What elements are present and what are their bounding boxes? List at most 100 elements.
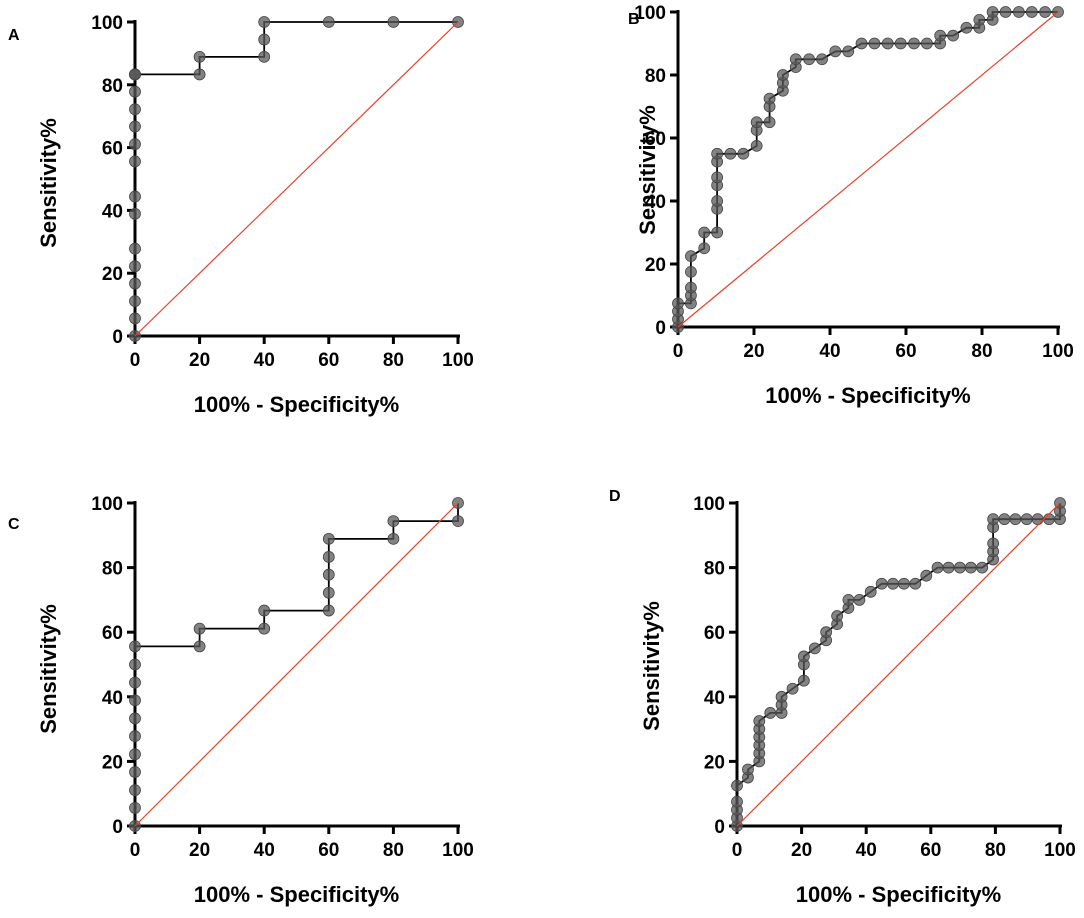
roc-data-point bbox=[258, 33, 271, 46]
roc-data-point bbox=[998, 513, 1011, 526]
y-tick-label: 20 bbox=[102, 264, 123, 285]
roc-data-point bbox=[764, 707, 777, 719]
y-tick-label: 20 bbox=[704, 752, 725, 773]
roc-data-point bbox=[387, 532, 400, 545]
roc-data-point bbox=[322, 16, 335, 28]
roc-data-point bbox=[1020, 513, 1033, 526]
roc-data-point bbox=[853, 593, 866, 606]
roc-data-point bbox=[258, 16, 271, 28]
roc-data-point bbox=[934, 29, 947, 42]
roc-data-point bbox=[920, 569, 933, 582]
roc-data-point bbox=[920, 37, 933, 50]
roc-data-point bbox=[908, 37, 920, 50]
roc-data-point bbox=[875, 577, 888, 590]
x-tick-label: 60 bbox=[318, 840, 339, 861]
y-tick-label: 80 bbox=[102, 559, 123, 580]
reference-diagonal-line bbox=[736, 502, 1061, 827]
y-tick-label: 40 bbox=[704, 688, 725, 709]
roc-data-point bbox=[898, 577, 910, 590]
roc-data-point bbox=[987, 513, 1000, 526]
roc-data-point bbox=[753, 715, 766, 727]
roc-data-point bbox=[931, 561, 944, 574]
x-tick-label: 60 bbox=[920, 840, 941, 861]
roc-panel-c: C 0 20 40 60 80 100 0 20 40 60 80 100 100% - Specific… bbox=[0, 459, 542, 918]
x-tick-label: 80 bbox=[383, 840, 404, 861]
roc-data-point bbox=[129, 694, 141, 707]
x-tick-label: 20 bbox=[791, 840, 812, 861]
x-tick-label: 80 bbox=[383, 350, 404, 371]
panel-letter: D bbox=[609, 488, 621, 505]
y-tick-label: 20 bbox=[102, 752, 123, 773]
panel-letter: A bbox=[8, 27, 20, 44]
roc-data-point bbox=[842, 593, 855, 606]
roc-data-point bbox=[129, 260, 141, 273]
roc-data-point bbox=[129, 748, 141, 761]
y-tick-label: 60 bbox=[102, 139, 123, 160]
panel-letter: C bbox=[8, 516, 20, 533]
reference-diagonal-line bbox=[134, 21, 459, 337]
reference-diagonal-line bbox=[677, 11, 1059, 328]
x-tick-label: 0 bbox=[673, 341, 684, 362]
roc-data-point bbox=[1025, 6, 1038, 18]
x-tick-label: 40 bbox=[254, 350, 275, 371]
y-tick-label: 80 bbox=[102, 76, 123, 97]
roc-data-point bbox=[808, 642, 821, 655]
roc-data-point bbox=[129, 802, 141, 814]
y-tick-label: 40 bbox=[102, 201, 123, 222]
y-tick-label: 80 bbox=[645, 66, 666, 87]
roc-data-point bbox=[789, 53, 802, 66]
roc-data-point bbox=[193, 50, 206, 63]
roc-data-point bbox=[1009, 513, 1022, 526]
x-axis-title: 100% - Specificity% bbox=[796, 882, 1001, 907]
roc-data-point bbox=[731, 795, 743, 808]
roc-data-point bbox=[953, 561, 966, 574]
roc-data-point bbox=[258, 50, 271, 63]
roc-data-point bbox=[322, 568, 335, 581]
roc-panel-b: B 0 20 40 60 80 100 0 20 40 60 80 100 100% - Specific… bbox=[542, 0, 1084, 459]
roc-data-point bbox=[322, 532, 335, 545]
x-tick-label: 40 bbox=[254, 840, 275, 861]
roc-data-point bbox=[829, 45, 842, 58]
roc-data-point bbox=[129, 730, 141, 743]
roc-chart: A 0 20 40 60 80 100 0 20 40 60 80 100 100% - Specific… bbox=[8, 13, 474, 417]
roc-data-point bbox=[973, 13, 986, 26]
roc-data-point bbox=[820, 626, 833, 639]
x-tick-label: 60 bbox=[318, 350, 339, 371]
y-tick-label: 100 bbox=[91, 13, 123, 34]
y-axis-title: Sensitivity% bbox=[36, 604, 61, 734]
roc-data-point bbox=[685, 265, 697, 278]
roc-data-point bbox=[1031, 513, 1044, 526]
roc-data-point bbox=[672, 297, 684, 310]
roc-panel-a: A 0 20 40 60 80 100 0 20 40 60 80 100 100% - Specific… bbox=[0, 0, 542, 459]
roc-data-point bbox=[894, 37, 907, 50]
x-tick-label: 0 bbox=[732, 840, 743, 861]
roc-data-point bbox=[685, 250, 697, 263]
roc-data-point bbox=[737, 147, 750, 160]
roc-data-point bbox=[803, 53, 816, 66]
x-tick-label: 100 bbox=[1042, 341, 1074, 362]
y-tick-label: 20 bbox=[645, 255, 666, 276]
roc-data-point bbox=[909, 577, 922, 590]
y-axis-title: Sensitivity% bbox=[36, 118, 61, 248]
x-tick-label: 20 bbox=[743, 341, 764, 362]
y-tick-label: 0 bbox=[112, 327, 123, 348]
roc-data-point bbox=[887, 577, 899, 590]
roc-panel-d: D 0 20 40 60 80 100 0 20 40 60 80 100 100% - Specific… bbox=[542, 459, 1084, 918]
roc-data-point bbox=[129, 312, 141, 325]
roc-data-point bbox=[711, 195, 724, 207]
roc-data-point bbox=[775, 690, 788, 703]
roc-data-point bbox=[976, 561, 989, 574]
roc-data-point bbox=[842, 45, 855, 58]
roc-data-point bbox=[685, 281, 697, 294]
y-tick-label: 0 bbox=[714, 817, 725, 838]
y-tick-label: 40 bbox=[645, 192, 666, 213]
roc-data-point bbox=[1012, 6, 1025, 18]
roc-data-point bbox=[129, 676, 141, 689]
roc-data-point bbox=[129, 640, 141, 653]
roc-data-point bbox=[724, 147, 737, 160]
x-tick-label: 40 bbox=[819, 341, 840, 362]
roc-data-point bbox=[129, 784, 141, 797]
x-tick-label: 60 bbox=[895, 341, 916, 362]
roc-data-point bbox=[964, 561, 977, 574]
x-tick-label: 100 bbox=[1044, 840, 1076, 861]
